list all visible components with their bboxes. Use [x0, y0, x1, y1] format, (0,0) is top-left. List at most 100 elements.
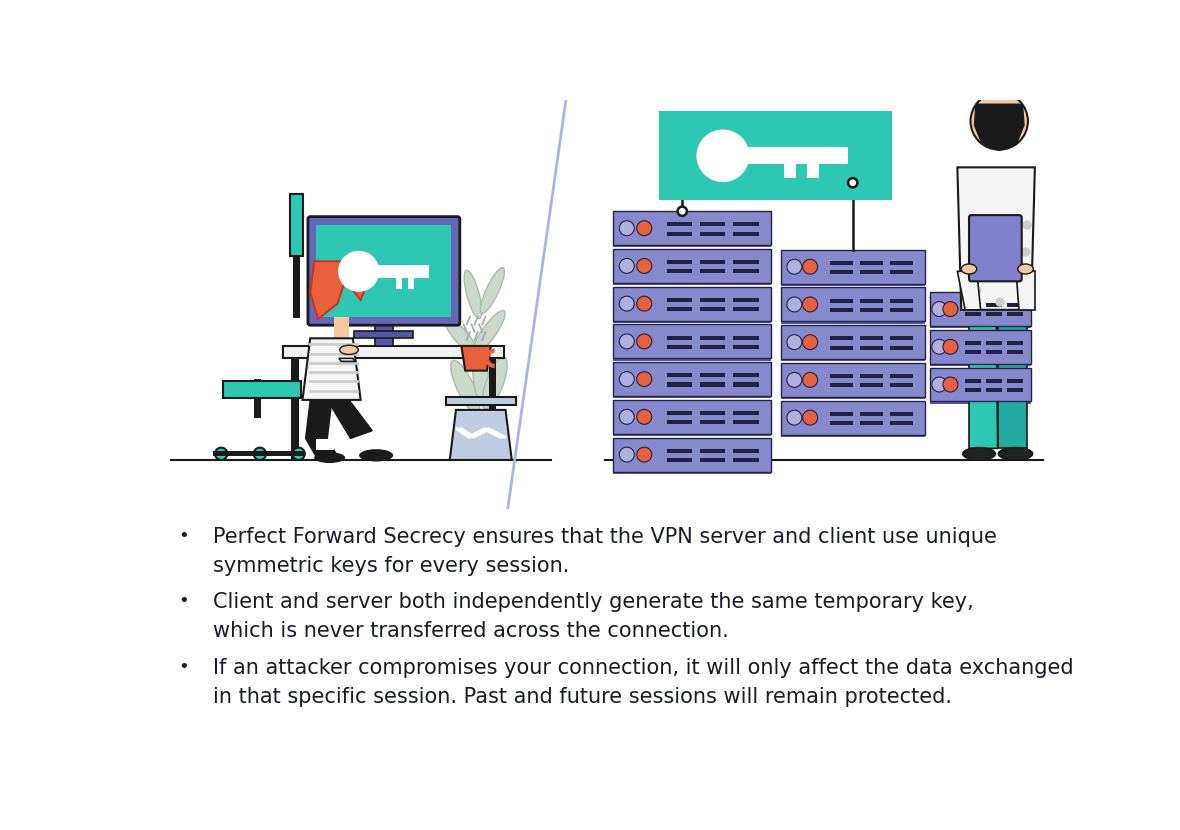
Circle shape [620, 334, 635, 349]
Circle shape [932, 377, 946, 392]
Bar [667, 260, 691, 264]
Bar [612, 249, 772, 283]
Circle shape [620, 372, 635, 387]
Circle shape [802, 334, 818, 349]
Bar [733, 420, 759, 424]
Bar [964, 303, 981, 307]
Bar [700, 383, 726, 387]
Bar [891, 308, 913, 312]
Circle shape [620, 409, 635, 424]
Bar [930, 330, 1031, 364]
Ellipse shape [963, 447, 996, 460]
Polygon shape [1016, 271, 1035, 310]
Bar [860, 412, 884, 416]
Bar [733, 344, 759, 349]
Circle shape [709, 142, 736, 169]
Circle shape [348, 261, 369, 282]
Circle shape [637, 221, 651, 236]
Ellipse shape [464, 271, 481, 319]
Circle shape [979, 228, 989, 237]
Bar [891, 345, 913, 349]
Circle shape [637, 372, 651, 387]
Text: If an attacker compromises your connection, it will only affect the data exchang: If an attacker compromises your connecti… [214, 658, 1074, 706]
Bar [612, 437, 772, 474]
Bar [700, 374, 726, 378]
Bar [781, 363, 925, 399]
Bar [1007, 341, 1023, 345]
Bar [612, 286, 772, 320]
Bar [781, 363, 925, 397]
Circle shape [637, 447, 651, 462]
Ellipse shape [444, 315, 479, 358]
Bar [612, 362, 772, 398]
Circle shape [972, 286, 982, 295]
Circle shape [943, 339, 958, 354]
Circle shape [620, 221, 635, 236]
Bar [930, 292, 1031, 329]
Bar [223, 382, 301, 398]
Bar [964, 388, 981, 392]
Bar [733, 307, 759, 311]
Bar [860, 345, 884, 349]
Bar [831, 412, 853, 416]
Ellipse shape [962, 264, 977, 274]
Ellipse shape [1018, 264, 1034, 274]
Bar [992, 129, 1007, 148]
Bar [361, 437, 378, 448]
Bar [781, 401, 925, 435]
Bar [700, 232, 726, 236]
Circle shape [1021, 247, 1030, 256]
Bar [781, 250, 925, 284]
Text: •: • [178, 658, 189, 676]
Bar [489, 359, 497, 460]
Bar [733, 260, 759, 264]
Bar [831, 270, 853, 274]
Circle shape [943, 377, 958, 392]
Bar [1007, 388, 1023, 392]
Circle shape [637, 409, 651, 424]
Bar [1007, 303, 1023, 307]
Bar [408, 278, 414, 289]
Bar [1007, 312, 1023, 316]
Circle shape [970, 93, 1028, 149]
Bar [667, 374, 691, 378]
Circle shape [637, 296, 651, 311]
Bar [781, 401, 925, 437]
Bar [700, 260, 726, 264]
Polygon shape [997, 310, 1027, 448]
Bar [733, 383, 759, 387]
Circle shape [999, 263, 1009, 272]
Ellipse shape [314, 452, 345, 463]
Ellipse shape [998, 447, 1032, 460]
Bar [831, 421, 853, 425]
Polygon shape [461, 346, 491, 371]
Bar [700, 307, 726, 311]
Bar [860, 336, 884, 340]
Bar [831, 261, 853, 265]
Circle shape [339, 251, 379, 292]
Bar [831, 308, 853, 312]
Bar [612, 437, 772, 471]
Bar [733, 269, 759, 273]
Bar [807, 164, 819, 178]
Circle shape [637, 334, 651, 349]
Bar [667, 269, 691, 273]
Bar [373, 265, 430, 278]
Bar [612, 325, 772, 360]
Circle shape [314, 250, 368, 304]
Bar [612, 286, 772, 323]
Ellipse shape [480, 268, 504, 314]
Bar [860, 383, 884, 388]
Bar [930, 330, 1031, 366]
Bar [831, 374, 853, 378]
Ellipse shape [472, 344, 489, 406]
Bar [667, 335, 691, 339]
Bar [733, 458, 759, 462]
Bar [395, 278, 401, 289]
Bar [733, 449, 759, 453]
Polygon shape [339, 359, 355, 361]
Bar [985, 378, 1002, 383]
Bar [733, 298, 759, 302]
Bar [733, 335, 759, 339]
Bar [667, 458, 691, 462]
